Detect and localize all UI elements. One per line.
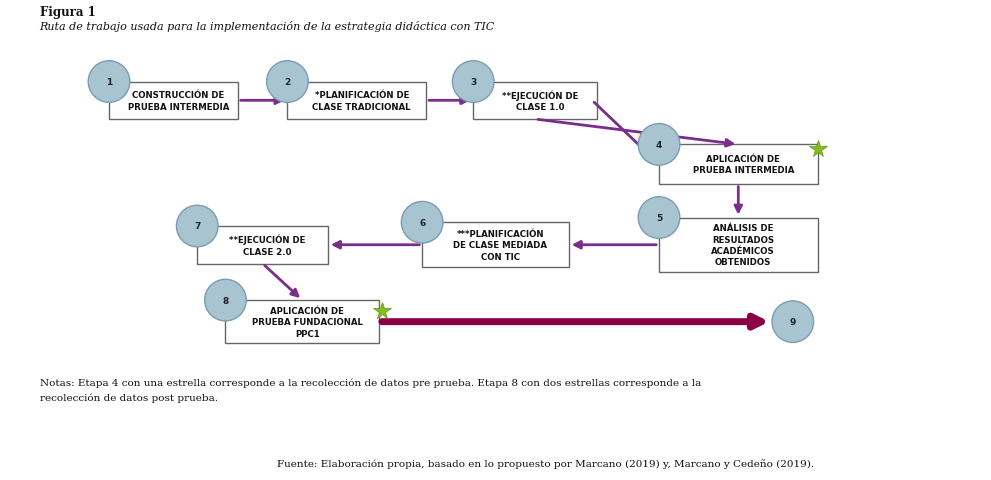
Ellipse shape <box>772 301 814 343</box>
Ellipse shape <box>453 61 495 103</box>
Text: 2: 2 <box>284 78 290 87</box>
Text: Fuente: Elaboración propia, basado en lo propuesto por Marcano (2019) y, Marcano: Fuente: Elaboración propia, basado en lo… <box>277 458 815 468</box>
Ellipse shape <box>638 124 680 166</box>
Text: 6: 6 <box>419 218 425 227</box>
Text: **EJECUCIÓN DE
CLASE 1.0: **EJECUCIÓN DE CLASE 1.0 <box>501 90 579 112</box>
Text: 3: 3 <box>470 78 477 87</box>
Ellipse shape <box>176 206 218 247</box>
Text: 7: 7 <box>194 222 200 231</box>
Text: 5: 5 <box>656 214 662 223</box>
Text: APLICACIÓN DE
PRUEBA INTERMEDIA: APLICACIÓN DE PRUEBA INTERMEDIA <box>693 155 794 175</box>
Text: ***PLANIFICACIÓN
DE CLASE MEDIADA
CON TIC: ***PLANIFICACIÓN DE CLASE MEDIADA CON TI… <box>454 229 547 261</box>
FancyBboxPatch shape <box>422 223 569 268</box>
FancyBboxPatch shape <box>659 218 818 272</box>
Text: Figura 1: Figura 1 <box>40 6 95 19</box>
Text: Notas: Etapa 4 con una estrella corresponde a la recolección de datos pre prueba: Notas: Etapa 4 con una estrella correspo… <box>40 378 701 402</box>
Ellipse shape <box>638 197 680 239</box>
FancyBboxPatch shape <box>474 83 597 120</box>
Text: 4: 4 <box>656 141 662 150</box>
Text: CONSTRUCCIÓN DE
PRUEBA INTERMEDIA: CONSTRUCCIÓN DE PRUEBA INTERMEDIA <box>128 91 229 111</box>
FancyBboxPatch shape <box>659 145 818 184</box>
Text: ANÁLISIS DE
RESULTADOS
ACADÉMICOS
OBTENIDOS: ANÁLISIS DE RESULTADOS ACADÉMICOS OBTENI… <box>712 224 775 267</box>
FancyBboxPatch shape <box>225 300 379 344</box>
Text: APLICACIÓN DE
PRUEBA FUNDACIONAL
PPC1: APLICACIÓN DE PRUEBA FUNDACIONAL PPC1 <box>252 306 363 338</box>
Ellipse shape <box>267 61 308 103</box>
Ellipse shape <box>204 280 247 321</box>
FancyBboxPatch shape <box>197 227 328 264</box>
Text: *PLANIFICACIÓN DE
CLASE TRADICIONAL: *PLANIFICACIÓN DE CLASE TRADICIONAL <box>312 91 411 111</box>
Text: 1: 1 <box>106 78 112 87</box>
FancyBboxPatch shape <box>287 83 426 120</box>
Text: Ruta de trabajo usada para la implementación de la estrategia didáctica con TIC: Ruta de trabajo usada para la implementa… <box>40 21 495 32</box>
Text: 8: 8 <box>222 296 229 305</box>
FancyBboxPatch shape <box>109 83 238 120</box>
Ellipse shape <box>401 202 443 243</box>
Text: 9: 9 <box>790 317 796 326</box>
Text: **EJECUCIÓN DE
CLASE 2.0: **EJECUCIÓN DE CLASE 2.0 <box>229 234 306 256</box>
Ellipse shape <box>88 61 130 103</box>
